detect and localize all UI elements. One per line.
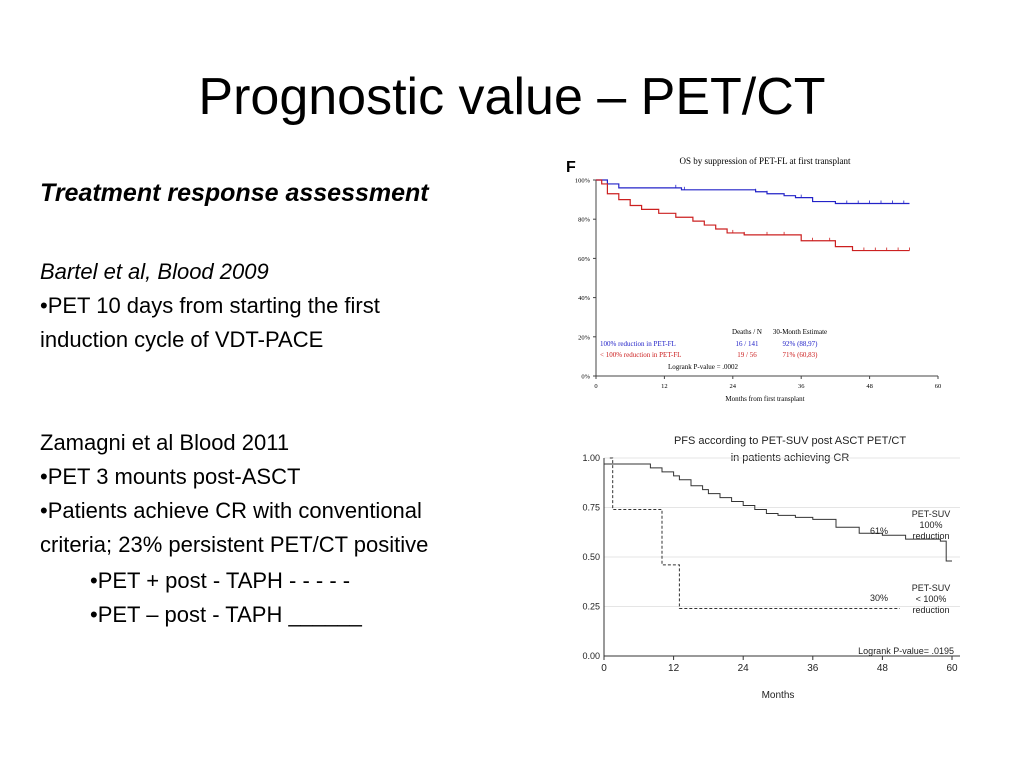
chart2-pvalue: Logrank P-value= .0195 [858,646,954,656]
chart1-title: OS by suppression of PET-FL at first tra… [679,156,851,166]
citation-bartel: Bartel et al, Blood 2009 [40,259,269,284]
y-tick-label: 0.25 [582,602,600,612]
x-tick-label: 0 [594,383,597,390]
y-tick-label: 100% [575,178,591,185]
chart2-title: PFS according to PET-SUV post ASCT PET/C… [674,435,906,447]
x-tick-label: 24 [738,663,750,674]
panel-label: F [566,159,576,176]
series-suv-lt100pct [609,457,900,609]
end-label-30: 30% [870,593,888,603]
bullet-pet-3-months: •PET 3 mounts post-ASCT [40,464,301,489]
slide-title: Prognostic value – PET/CT [198,68,826,126]
y-tick-label: 60% [578,256,591,263]
bullet-patients-cr: •Patients achieve CR with conventional [40,498,422,523]
sub-bullet-pet-negative: •PET – post - TAPH ______ [90,602,362,627]
sub-bullet-pet-positive: •PET + post - TAPH - - - - - [90,568,351,593]
x-tick-label: 36 [807,663,819,674]
label-suv-100-3: reduction [912,531,949,541]
legend-row-2-label: < 100% reduction in PET-FL [600,351,681,359]
x-tick-label: 12 [661,383,668,390]
y-tick-label: 0.75 [582,503,600,513]
pvalue-text: Logrank P-value = .0002 [668,363,739,371]
chart2-xlabel: Months [762,690,795,701]
y-tick-label: 40% [578,295,591,302]
legend-row-1-estimate: 92% (88,97) [783,340,819,348]
series-lt100pct-reduction [596,179,910,252]
citation-zamagni: Zamagni et al Blood 2011 [40,430,290,455]
y-tick-label: 20% [578,334,591,341]
x-tick-label: 60 [946,663,958,674]
label-suv-100-2: 100% [919,520,942,530]
series-100pct-reduction [596,179,910,205]
table-header-estimate: 30-Month Estimate [773,328,827,336]
table-header-deaths: Deaths / N [732,328,762,336]
x-tick-label: 36 [798,383,805,390]
legend-row-2-estimate: 71% (60,83) [783,351,819,359]
x-tick-label: 48 [877,663,889,674]
y-tick-label: 0.00 [582,651,600,661]
y-tick-label: 0% [581,374,590,381]
legend-row-1-label: 100% reduction in PET-FL [600,340,676,348]
legend-row-1-deaths: 16 / 141 [736,340,759,348]
x-tick-label: 60 [935,383,942,390]
bullet-patients-cr-cont: criteria; 23% persistent PET/CT positive [40,532,429,557]
bullet-pet-10-days: •PET 10 days from starting the first [40,293,380,318]
y-tick-label: 0.50 [582,552,600,562]
pfs-km-chart: PFS according to PET-SUV post ASCT PET/C… [582,435,960,701]
bullet-pet-10-days-cont: induction cycle of VDT-PACE [40,327,324,352]
x-tick-label: 24 [730,383,737,390]
y-tick-label: 80% [578,217,591,224]
legend-row-2-deaths: 19 / 56 [737,351,757,359]
series-suv-100pct [604,463,952,562]
os-km-chart: F OS by suppression of PET-FL at first t… [566,156,942,403]
label-suv-lt100-1: PET-SUV [912,583,951,593]
chart1-xlabel: Months from first transplant [725,395,804,403]
section-heading: Treatment response assessment [40,179,429,207]
end-label-61: 61% [870,526,888,536]
y-tick-label: 1.00 [582,453,600,463]
x-tick-label: 12 [668,663,680,674]
x-tick-label: 48 [866,383,873,390]
x-tick-label: 0 [601,663,607,674]
label-suv-lt100-3: reduction [912,605,949,615]
label-suv-lt100-2: < 100% [916,594,947,604]
label-suv-100-1: PET-SUV [912,509,951,519]
